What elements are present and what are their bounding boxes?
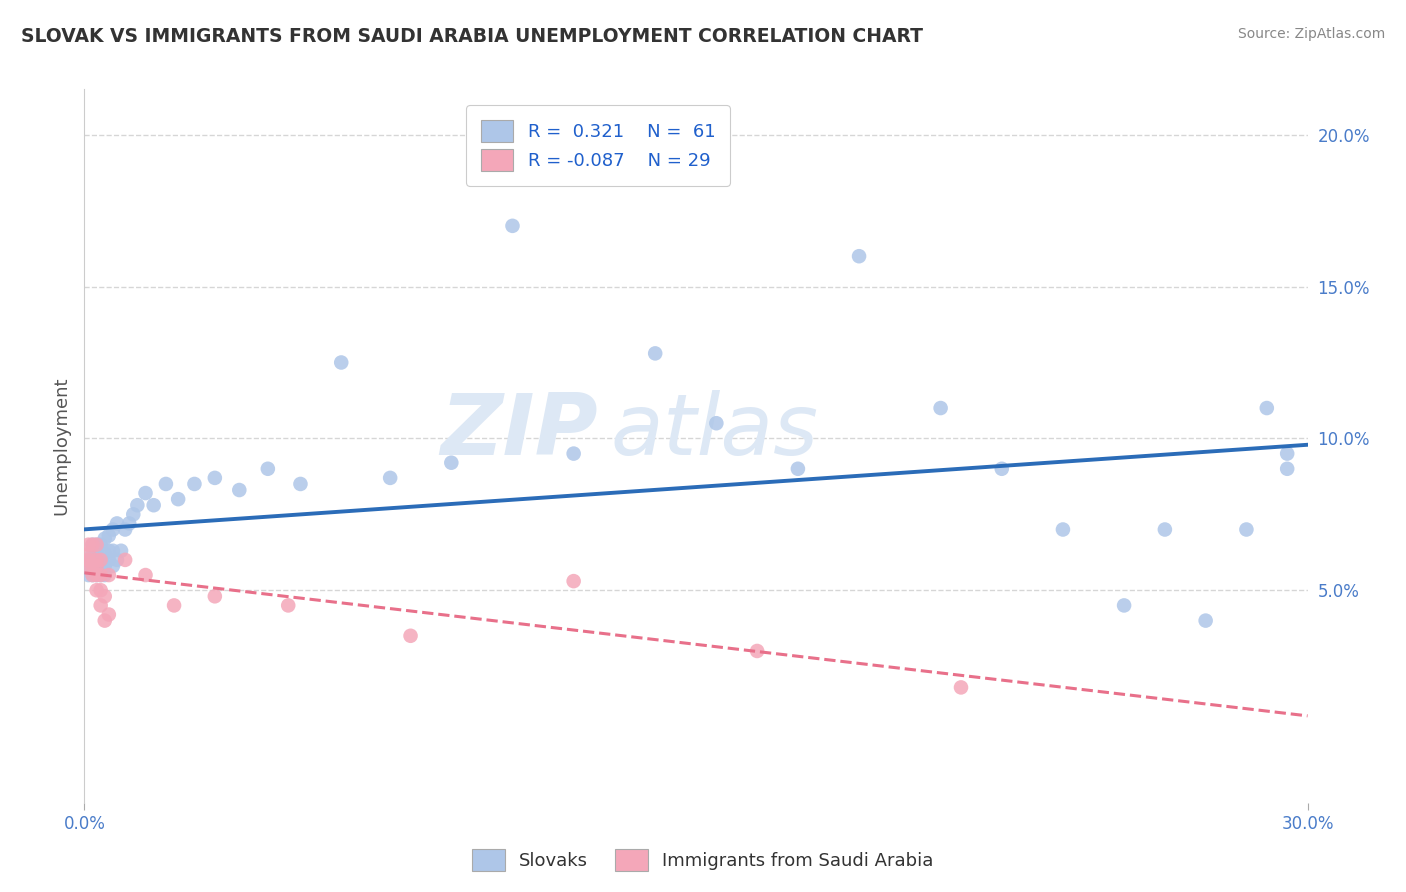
Point: [122, 508, 145, 522]
Point: [77, 553, 100, 567]
Point: [277, 599, 299, 613]
Point: [204, 590, 226, 604]
Point: [1052, 523, 1074, 537]
Point: [787, 462, 810, 476]
Point: [127, 498, 149, 512]
Point: [330, 355, 353, 369]
Point: [77, 568, 100, 582]
Point: [848, 249, 870, 263]
Point: [135, 568, 157, 582]
Text: atlas: atlas: [610, 390, 818, 474]
Point: [77, 538, 100, 552]
Point: [101, 558, 124, 573]
Point: [93, 547, 115, 561]
Point: [950, 681, 973, 695]
Point: [93, 558, 115, 573]
Point: [77, 558, 100, 573]
Point: [257, 462, 280, 476]
Point: [155, 477, 177, 491]
Point: [706, 416, 728, 430]
Point: [228, 483, 250, 497]
Point: [77, 558, 100, 573]
Point: [747, 644, 769, 658]
Point: [1236, 523, 1258, 537]
Point: [82, 547, 104, 561]
Point: [86, 568, 108, 582]
Point: [82, 558, 104, 573]
Point: [86, 558, 108, 573]
Point: [90, 599, 112, 613]
Point: [90, 568, 112, 582]
Point: [82, 568, 104, 582]
Point: [1256, 401, 1278, 415]
Point: [86, 558, 108, 573]
Point: [93, 532, 115, 546]
Point: [97, 553, 120, 567]
Point: [929, 401, 952, 415]
Legend: R =  0.321    N =  61, R = -0.087    N = 29: R = 0.321 N = 61, R = -0.087 N = 29: [467, 105, 730, 186]
Point: [86, 538, 108, 552]
Point: [90, 553, 112, 567]
Point: [90, 553, 112, 567]
Point: [204, 471, 226, 485]
Point: [82, 538, 104, 552]
Point: [77, 547, 100, 561]
Point: [77, 553, 100, 567]
Text: SLOVAK VS IMMIGRANTS FROM SAUDI ARABIA UNEMPLOYMENT CORRELATION CHART: SLOVAK VS IMMIGRANTS FROM SAUDI ARABIA U…: [21, 27, 924, 45]
Point: [86, 583, 108, 598]
Point: [97, 528, 120, 542]
Point: [86, 547, 108, 561]
Point: [105, 553, 128, 567]
Point: [114, 523, 136, 537]
Point: [1114, 599, 1136, 613]
Point: [163, 599, 186, 613]
Point: [82, 538, 104, 552]
Point: [1154, 523, 1177, 537]
Point: [90, 538, 112, 552]
Point: [991, 462, 1014, 476]
Point: [502, 219, 524, 233]
Point: [97, 543, 120, 558]
Legend: Slovaks, Immigrants from Saudi Arabia: Slovaks, Immigrants from Saudi Arabia: [465, 842, 941, 879]
Point: [118, 516, 141, 531]
Point: [90, 568, 112, 582]
Point: [380, 471, 402, 485]
Point: [114, 553, 136, 567]
Point: [167, 492, 190, 507]
Point: [399, 629, 422, 643]
Point: [290, 477, 312, 491]
Point: [562, 447, 585, 461]
Point: [562, 574, 585, 588]
Point: [86, 568, 108, 582]
Point: [97, 607, 120, 622]
Point: [440, 456, 463, 470]
Point: [1277, 462, 1299, 476]
Text: ZIP: ZIP: [440, 390, 598, 474]
Point: [93, 614, 115, 628]
Point: [101, 523, 124, 537]
Point: [644, 346, 666, 360]
Point: [86, 553, 108, 567]
Point: [86, 538, 108, 552]
Point: [183, 477, 205, 491]
Point: [1195, 614, 1218, 628]
Point: [135, 486, 157, 500]
Y-axis label: Unemployment: Unemployment: [52, 376, 70, 516]
Point: [142, 498, 165, 512]
Point: [82, 558, 104, 573]
Point: [93, 568, 115, 582]
Point: [1277, 447, 1299, 461]
Text: Source: ZipAtlas.com: Source: ZipAtlas.com: [1237, 27, 1385, 41]
Point: [97, 568, 120, 582]
Point: [105, 516, 128, 531]
Point: [90, 583, 112, 598]
Point: [90, 558, 112, 573]
Point: [82, 568, 104, 582]
Point: [101, 543, 124, 558]
Point: [86, 553, 108, 567]
Point: [93, 590, 115, 604]
Point: [110, 543, 132, 558]
